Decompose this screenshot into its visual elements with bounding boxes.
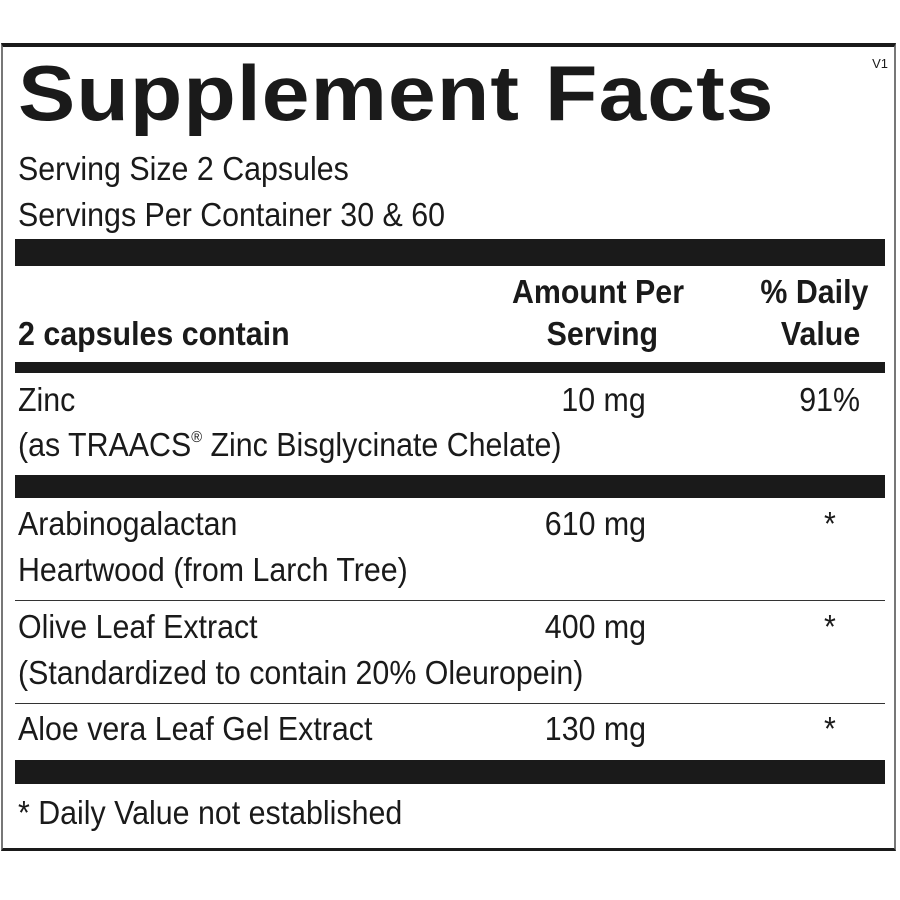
row-detail: (Standardized to contain 20% Oleuropein): [18, 654, 584, 691]
row-name: Zinc: [18, 381, 76, 418]
row-name: Arabinogalactan: [18, 505, 238, 542]
row-amount: 610 mg: [544, 505, 646, 542]
row-detail-text: (as TRAACS: [18, 426, 192, 463]
row-dv: *: [824, 505, 836, 542]
header-dv-2: Value: [780, 315, 860, 352]
header-amount-1: Amount Per: [511, 273, 684, 310]
registered-mark: ®: [191, 429, 203, 446]
row-amount: 10 mg: [561, 381, 646, 418]
divider-thick: [15, 760, 885, 784]
row-name: Aloe vera Leaf Gel Extract: [18, 710, 373, 747]
divider-thin: [15, 600, 885, 601]
row-dv: *: [824, 710, 836, 747]
row-detail: Heartwood (from Larch Tree): [18, 551, 408, 588]
row-dv: *: [824, 608, 836, 645]
serving-size: Serving Size 2 Capsules: [18, 150, 349, 187]
row-detail: (as TRAACS® Zinc Bisglycinate Chelate): [18, 428, 561, 461]
divider-medium: [15, 362, 885, 373]
version-mark: V1: [872, 56, 888, 71]
header-contain: 2 capsules contain: [18, 315, 290, 352]
label-title: Supplement Facts: [18, 49, 775, 137]
footnote: * Daily Value not established: [18, 794, 403, 831]
divider-thick: [15, 475, 885, 498]
header-dv-1: % Daily: [760, 273, 868, 310]
divider-thin: [15, 703, 885, 704]
row-amount: 130 mg: [544, 710, 646, 747]
row-amount: 400 mg: [544, 608, 646, 645]
row-dv: 91%: [799, 381, 860, 418]
row-detail-rest: Zinc Bisglycinate Chelate): [202, 426, 562, 463]
servings-per-container: Servings Per Container 30 & 60: [18, 196, 445, 233]
header-amount-2: Serving: [546, 315, 658, 352]
divider-thick: [15, 239, 885, 266]
label-border: [1, 43, 896, 851]
row-name: Olive Leaf Extract: [18, 608, 258, 645]
